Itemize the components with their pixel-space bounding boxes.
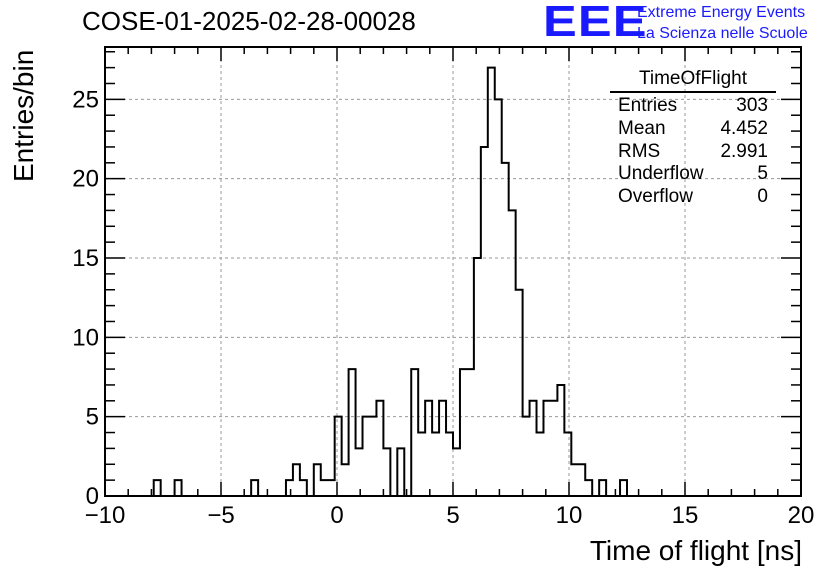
x-tick-label: 0	[330, 502, 343, 529]
x-tick-label: 15	[672, 502, 699, 529]
grid-lines	[105, 47, 801, 496]
x-tick-label: 10	[556, 502, 583, 529]
stats-label: Mean	[618, 117, 666, 139]
stats-value: 5	[757, 163, 768, 185]
logo-line-2: La Scienza nelle Scuole	[637, 25, 808, 42]
stats-value: 2.991	[720, 140, 768, 162]
y-tick-label: 10	[72, 324, 99, 351]
stats-label: Underflow	[618, 163, 704, 185]
axis-ticks	[104, 47, 802, 497]
y-tick-label: 5	[86, 404, 99, 431]
y-tick-label: 25	[72, 86, 99, 113]
stats-label: RMS	[618, 140, 661, 162]
y-axis-label: Entries/bin	[8, 49, 39, 182]
x-tick-label: 5	[446, 502, 459, 529]
stats-value: 303	[736, 95, 768, 116]
stats-title: TimeOfFlight	[638, 68, 748, 89]
eee-logo: EEE	[543, 0, 648, 46]
x-tick-label: −10	[85, 502, 126, 529]
x-axis-label: Time of flight [ns]	[589, 535, 802, 566]
run-title: COSE-01-2025-02-28-00028	[82, 6, 416, 36]
stats-value: 0	[757, 186, 768, 208]
x-tick-label: −5	[207, 502, 234, 529]
y-tick-label: 20	[72, 166, 99, 193]
stats-row-underflow: Underflow 5	[610, 163, 776, 186]
stats-row-overflow: Overflow 0	[610, 186, 776, 209]
stats-label: Overflow	[618, 186, 693, 208]
stats-box: TimeOfFlight Entries 303 Mean 4.452 RMS …	[610, 68, 776, 209]
stats-value: 4.452	[720, 117, 768, 139]
y-tick-label: 15	[72, 245, 99, 272]
stats-row-entries: Entries 303	[610, 95, 776, 118]
y-tick-label: 0	[86, 483, 99, 510]
logo-line-1: Extreme Energy Events	[637, 4, 806, 21]
stats-row-rms: RMS 2.991	[610, 141, 776, 164]
x-tick-label: 20	[788, 502, 815, 529]
stats-row-mean: Mean 4.452	[610, 118, 776, 141]
stats-divider	[610, 91, 776, 93]
stats-label: Entries	[618, 95, 678, 116]
